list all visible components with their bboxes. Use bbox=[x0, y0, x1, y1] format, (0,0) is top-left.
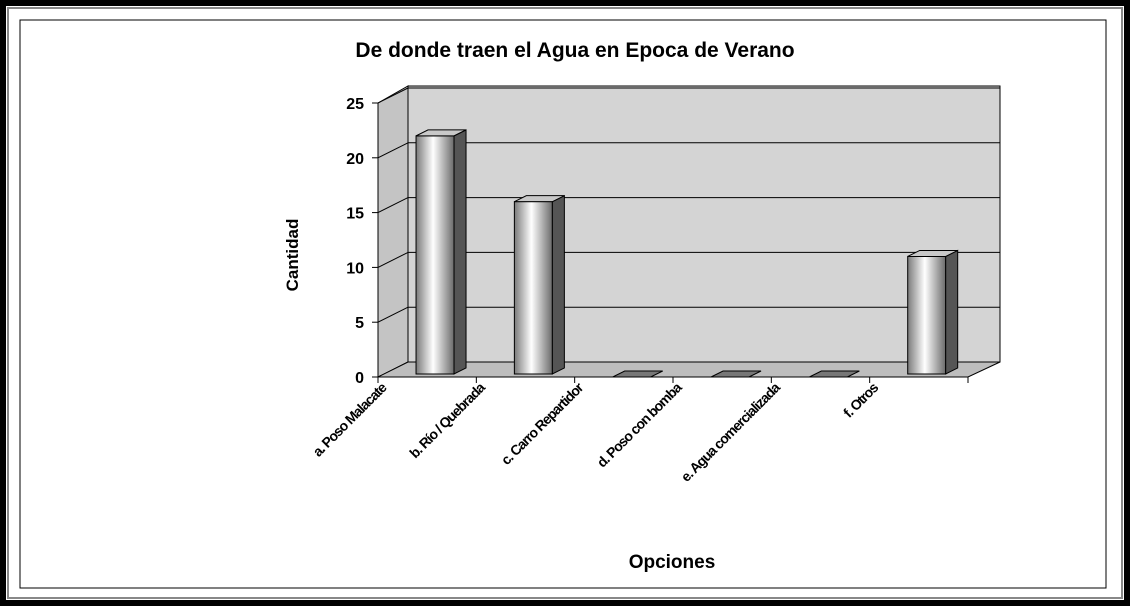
y-tick-label: 25 bbox=[346, 96, 364, 113]
floor bbox=[377, 361, 1001, 378]
bar bbox=[710, 370, 762, 378]
frame-inner bbox=[7, 7, 1123, 599]
grid-line-side bbox=[377, 142, 409, 159]
bar-side bbox=[453, 129, 467, 375]
bar bbox=[415, 129, 467, 375]
y-tick-label: 5 bbox=[355, 315, 364, 332]
y-tick-label: 10 bbox=[346, 260, 364, 277]
chart-title: De donde traen el Agua en Epoca de Veran… bbox=[355, 39, 794, 62]
bar-top bbox=[612, 370, 663, 378]
bar-side bbox=[551, 194, 565, 375]
bar-top bbox=[809, 370, 860, 378]
y-tick-label: 20 bbox=[346, 151, 364, 168]
y-tick-label: 0 bbox=[355, 370, 364, 387]
bar-front bbox=[513, 201, 553, 375]
x-axis-title: Opciones bbox=[629, 552, 716, 573]
side-wall bbox=[377, 85, 409, 378]
bar bbox=[907, 249, 959, 375]
bar-top bbox=[710, 370, 762, 378]
grid-line-side bbox=[377, 87, 409, 104]
bar-top bbox=[514, 195, 565, 203]
bar-top bbox=[415, 129, 467, 137]
bar-top bbox=[907, 249, 958, 257]
grid-line-side bbox=[377, 197, 409, 214]
bar-front bbox=[907, 255, 947, 375]
bar bbox=[513, 194, 565, 375]
y-tick-label: 15 bbox=[346, 206, 364, 223]
y-axis-title: Cantidad bbox=[283, 219, 302, 292]
bar bbox=[809, 370, 860, 378]
bar-side bbox=[945, 249, 959, 375]
bar bbox=[612, 370, 663, 378]
grid-line-side bbox=[377, 306, 409, 323]
grid-line-side bbox=[377, 251, 409, 268]
bar-front bbox=[415, 135, 455, 375]
